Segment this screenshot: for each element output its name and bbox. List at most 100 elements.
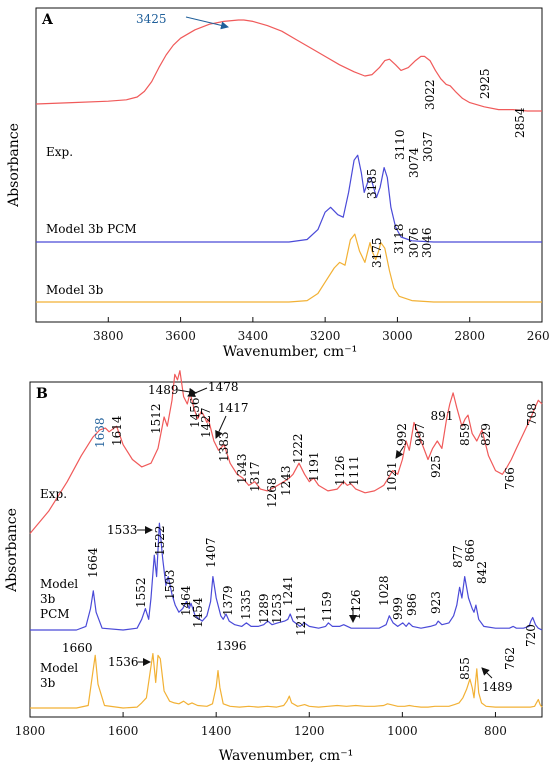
panel-a-series-label-pcm: Model 3b PCM bbox=[46, 222, 137, 236]
x-tick-label: 1400 bbox=[201, 724, 232, 738]
panel-a-peak-label: 3046 bbox=[420, 227, 434, 258]
panel-b-peak-label: 1211 bbox=[294, 605, 308, 636]
panel-b-peak-label: 829 bbox=[479, 423, 493, 446]
panel-b-peak-label: 1456 bbox=[188, 397, 202, 428]
panel-b-ylabel: Absorbance bbox=[4, 508, 20, 593]
panel-b-peak-label: 1028 bbox=[377, 575, 391, 606]
panel-b-peak-label: 1478 bbox=[208, 380, 239, 394]
panel-b-peak-label: 925 bbox=[429, 455, 443, 478]
panel-a-ylabel: Absorbance bbox=[6, 123, 22, 208]
panel-b-x-ticks: 1800 1600 1400 1200 1000 800 bbox=[15, 712, 507, 738]
panel-a-series-label-gas: Model 3b bbox=[46, 283, 104, 297]
panel-b-peak-label: 1489 bbox=[148, 383, 179, 397]
panel-b-peak-label: 1396 bbox=[216, 639, 247, 653]
panel-a-peak-label: 3425 bbox=[136, 12, 167, 26]
panel-b-peak-arrow bbox=[395, 445, 405, 459]
panel-b-label: B bbox=[36, 386, 48, 402]
x-tick-label: 3000 bbox=[382, 329, 413, 343]
panel-a-x-ticks: 3800 3600 3400 3200 3000 2800 2600 bbox=[93, 317, 550, 343]
series-line-2 bbox=[30, 653, 543, 709]
panel-b-lines bbox=[29, 370, 543, 709]
panel-b-peak-label: 1222 bbox=[291, 433, 305, 464]
x-tick-label: 2600 bbox=[527, 329, 550, 343]
panel-b-peak-label: 762 bbox=[503, 647, 517, 670]
panel-b-peak-arrow bbox=[481, 667, 493, 679]
panel-b-peak-label: 1253 bbox=[270, 593, 284, 624]
panel-b-peak-label: 1126 bbox=[349, 589, 363, 620]
panel-b-frame bbox=[29, 381, 543, 718]
x-tick-label: 1600 bbox=[108, 724, 139, 738]
panel-b-peak-label: 997 bbox=[413, 423, 427, 446]
panel-a-peak-label: 3118 bbox=[392, 223, 406, 254]
x-tick-label: 1800 bbox=[15, 724, 46, 738]
panel-a: A Absorbance Wavenumber, cm⁻¹ 3800 3600 34… bbox=[6, 7, 550, 360]
panel-b-peak-label: 1317 bbox=[248, 461, 262, 492]
panel-a-peak-label: 3076 bbox=[407, 227, 421, 258]
panel-a-peak-label: 3022 bbox=[423, 79, 437, 110]
panel-a-peak-label: 2854 bbox=[513, 107, 527, 138]
panel-b-peak-label: 1343 bbox=[235, 453, 249, 484]
panel-a-peak-label: 3074 bbox=[407, 147, 421, 178]
panel-b-peak-label: 708 bbox=[525, 403, 539, 426]
x-tick-label: 1000 bbox=[387, 724, 418, 738]
panel-a-peak-label: 3037 bbox=[421, 131, 435, 162]
panel-b-peak-label: 986 bbox=[405, 593, 419, 616]
panel-b-peak-label: 1159 bbox=[320, 591, 334, 622]
panel-b-peak-label: 1268 bbox=[265, 477, 279, 508]
x-tick-label: 3800 bbox=[93, 329, 124, 343]
panel-b-peak-label: 1533 bbox=[107, 523, 138, 537]
panel-b-peak-label: 1489 bbox=[482, 680, 513, 694]
panel-a-lines bbox=[35, 19, 542, 303]
x-tick-label: 800 bbox=[484, 724, 507, 738]
x-tick-label: 2800 bbox=[454, 329, 485, 343]
panel-a-frame bbox=[35, 7, 543, 323]
panel-b-peak-label: 1512 bbox=[149, 403, 163, 434]
panel-b-peak-label: 1552 bbox=[134, 577, 148, 608]
panel-b-peak-label: 1503 bbox=[163, 569, 177, 600]
panel-b-peak-label: 1614 bbox=[110, 415, 124, 446]
panel-b-peak-label: 1454 bbox=[191, 597, 205, 628]
panel-b-peak-label: 1427 bbox=[199, 407, 213, 438]
panel-b-series-label-gas: 3b bbox=[40, 676, 56, 690]
panel-b-peak-label: 1243 bbox=[279, 465, 293, 496]
panel-b-peak-arrow bbox=[177, 387, 197, 396]
x-tick-label: 3600 bbox=[165, 329, 196, 343]
panel-b-peak-label: 992 bbox=[395, 423, 409, 446]
panel-a-peak-arrow bbox=[185, 16, 229, 30]
x-tick-label: 3200 bbox=[310, 329, 341, 343]
panel-b-peak-label: 999 bbox=[391, 597, 405, 620]
x-tick-label: 1200 bbox=[294, 724, 325, 738]
panel-b-peak-label: 1417 bbox=[218, 401, 249, 415]
panel-b-xlabel: Wavenumber, cm⁻¹ bbox=[219, 748, 353, 764]
panel-b-series-label-pcm: Model bbox=[40, 577, 78, 591]
series-line-1 bbox=[30, 522, 543, 631]
panel-b-peak-label: 855 bbox=[458, 657, 472, 680]
panel-b-series-label-exp: Exp. bbox=[40, 487, 67, 501]
x-tick-label: 3400 bbox=[238, 329, 269, 343]
panel-b-peak-label: 1464 bbox=[179, 585, 193, 616]
panel-b-peak-label: 1660 bbox=[62, 641, 93, 655]
panel-a-peak-label: 3110 bbox=[393, 129, 407, 160]
panel-b-peak-label: 1335 bbox=[239, 589, 253, 620]
panel-b-peak-label: 859 bbox=[458, 423, 472, 446]
panel-b-peak-label: 877 bbox=[451, 545, 465, 568]
panel-a-peak-label: 3175 bbox=[370, 237, 384, 268]
panel-b-peak-label: 1536 bbox=[108, 655, 139, 669]
series-line-2 bbox=[36, 233, 542, 303]
series-line-0 bbox=[29, 370, 543, 534]
panel-b-peak-arrow bbox=[187, 387, 208, 397]
panel-b-peak-label: 842 bbox=[475, 561, 489, 584]
panel-b-peak-label: 1111 bbox=[347, 455, 361, 486]
panel-b-peak-label: 766 bbox=[503, 467, 517, 490]
panel-b-peak-label: 1289 bbox=[257, 593, 271, 624]
series-line-0 bbox=[35, 19, 542, 112]
panel-b-peak-label: 1664 bbox=[86, 547, 100, 578]
panel-b-peak-label: 1021 bbox=[385, 461, 399, 492]
panel-b-peak-label: 1638 bbox=[93, 417, 107, 448]
panel-b-series-label-pcm: 3b bbox=[40, 592, 56, 606]
panel-b-peak-label: 1407 bbox=[204, 537, 218, 568]
panel-b-peak-label: 720 bbox=[524, 624, 538, 647]
series-line-1 bbox=[36, 154, 542, 243]
panel-b-peak-label: 1126 bbox=[333, 455, 347, 486]
